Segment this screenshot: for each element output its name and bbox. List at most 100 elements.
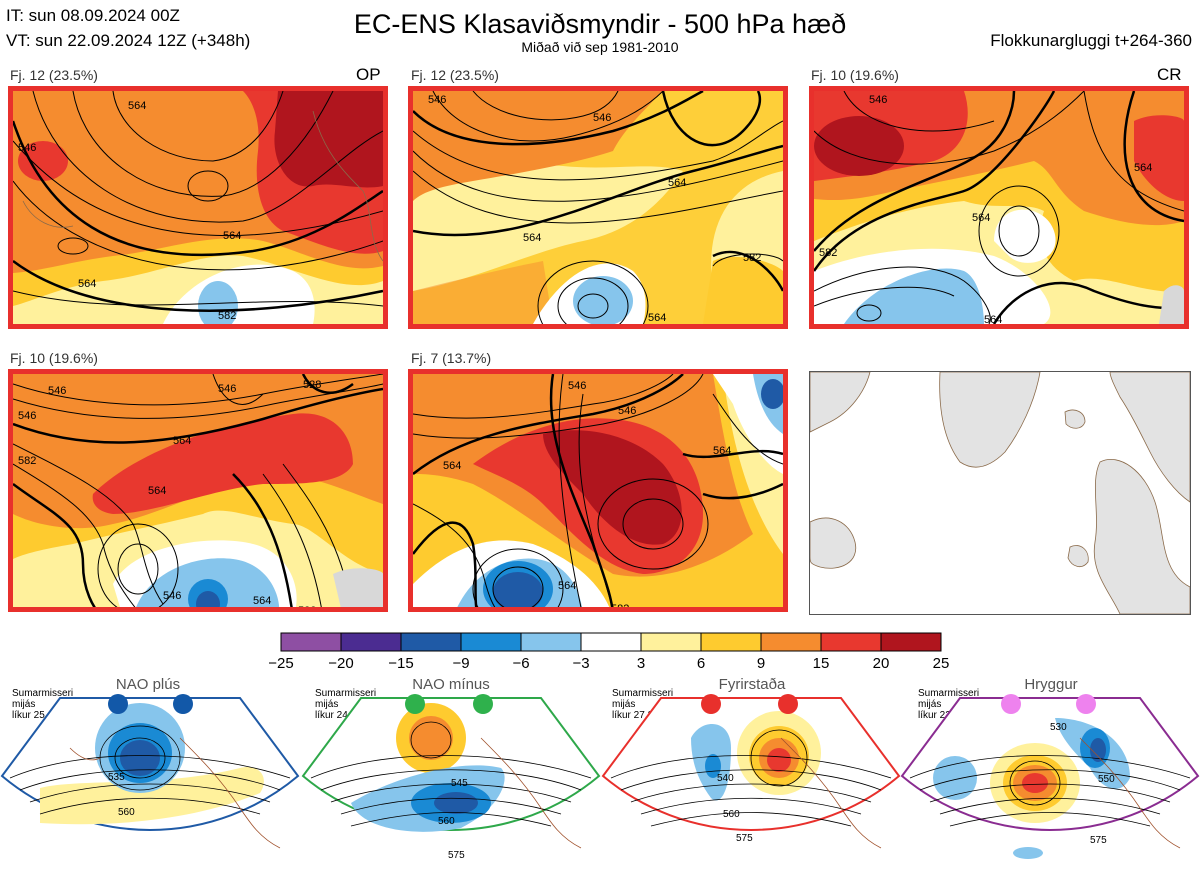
regime-summary-ridge: Sumarmisseri mijás líkur 22,9% [918,688,980,721]
colorbar-segment [820,632,882,652]
contour-label: 564 [713,445,731,457]
colorbar-segment [520,632,582,652]
colorbar-tick-label: 3 [636,655,646,672]
init-time: IT: sun 08.09.2024 00Z [6,6,180,25]
colorbar-segment [580,632,642,652]
colorbar-tick-label: 6 [696,655,706,672]
cluster-panel-5: 546 546 564 564 564 582 [408,369,788,612]
panel-2-label: Fj. 12 (23.5%) [411,67,499,83]
colorbar [280,632,942,652]
colorbar-segment [640,632,702,652]
regime-map-nao-minus: 545 560 575 [301,694,601,861]
contour-label: 535 [108,772,125,783]
contour-label: 582 [298,605,316,612]
contour-label: 546 [18,142,36,154]
colorbar-tick-label: 9 [756,655,766,672]
contour-label: 564 [173,435,191,447]
contour-label: 560 [118,807,135,818]
regime-title-ridge: Hryggur [1024,676,1078,693]
anomaly-map-2: 546 546 564 564 582 564 [413,91,783,324]
regime-dot [1001,694,1021,714]
classification-window: Flokkunargluggi t+264-360 [990,31,1192,50]
base-map-panel [809,371,1191,615]
contour-label: 560 [438,816,455,827]
contour-label: 546 [428,94,446,106]
colorbar-tick-label: −25 [268,655,294,672]
panel-4-label: Fj. 10 (19.6%) [10,350,98,366]
regime-dot [173,694,193,714]
regime-title-blocking: Fyrirstaða [718,676,786,693]
colorbar-tick-label: −20 [328,655,354,672]
contour-label: 564 [668,177,686,189]
colorbar-tick-label: 20 [872,655,890,672]
regime-title-nao-minus: NAO mínus [412,676,490,693]
contour-label: 582 [819,247,837,259]
contour-label: 564 [523,232,541,244]
base-map [810,372,1190,614]
colorbar-tick-label: −9 [452,655,470,672]
contour-label: 550 [1098,774,1115,785]
panel-3-label: Fj. 10 (19.6%) [811,67,899,83]
regime-dot [108,694,128,714]
regime-map-nao-plus: 535 560 [0,694,300,849]
contour-label: 564 [443,460,461,472]
contour-label: 546 [218,383,236,395]
page-subtitle: Miðað við sep 1981-2010 [521,39,679,55]
contour-label: 545 [451,778,468,789]
contour-label: 582 [743,252,761,264]
contour-label: 564 [223,230,241,242]
contour-label: 546 [593,112,611,124]
panel-3-tag: CR [1157,65,1182,84]
colorbar-segment [400,632,462,652]
contour-label: 546 [568,380,586,392]
contour-label: 528 [303,379,321,391]
contour-label: 546 [869,94,887,106]
anomaly-map-3: 546 564 564 582 564 [814,91,1184,324]
panel-1-tag: OP [356,65,381,84]
anomaly-map-5: 546 546 564 564 564 582 [413,374,783,612]
page-title: EC-ENS Klasaviðsmyndir - 500 hPa hæð [353,9,847,39]
panel-1-label: Fj. 12 (23.5%) [10,67,98,83]
contour-label: 560 [723,809,740,820]
contour-label: 530 [1050,722,1067,733]
contour-label: 564 [78,278,96,290]
contour-label: 546 [163,590,181,602]
cluster-panel-3: 546 564 564 582 564 [809,86,1189,329]
contour-label: 564 [1134,162,1152,174]
anomaly-map-1: 546 564 564 564 582 [13,91,383,324]
contour-label: 546 [18,410,36,422]
contour-label: 540 [717,773,734,784]
contour-label: 564 [253,595,271,607]
colorbar-segment [760,632,822,652]
contour-label: 582 [18,455,36,467]
regime-summary-nao-minus: Sumarmisseri mijás líkur 24,2% [315,688,377,721]
contour-label: 564 [984,314,1002,324]
anomaly-map-4: 546 546 546 528 564 564 582 546 564 582 [13,374,383,612]
contour-label: 582 [611,603,629,612]
colorbar-tick-label: 15 [812,655,830,672]
regime-summary-blocking: Sumarmisseri mijás líkur 27,3% [612,688,674,721]
colorbar-segment [880,632,942,652]
contour-label: 575 [1090,835,1107,846]
contour-label: 564 [972,212,990,224]
colorbar-segment [280,632,342,652]
regime-summary-nao-plus: Sumarmisseri mijás líkur 25,6% [12,688,74,721]
contour-label: 575 [448,850,465,861]
regime-map-ridge: 530 550 575 [900,694,1200,859]
colorbar-segment [700,632,762,652]
contour-label: 546 [48,385,66,397]
regime-dot [701,694,721,714]
regime-title-nao-plus: NAO plús [115,676,181,693]
valid-time: VT: sun 22.09.2024 12Z (+348h) [6,31,251,50]
colorbar-tick-label: −3 [572,655,590,672]
regime-dot [473,694,493,714]
cluster-panel-4: 546 546 546 528 564 564 582 546 564 582 [8,369,388,612]
contour-label: 575 [736,833,753,844]
colorbar-segment [460,632,522,652]
regime-map-blocking: 540 560 575 [601,694,901,849]
cluster-panel-2: 546 546 564 564 582 564 [408,86,788,329]
contour-label: 564 [558,580,576,592]
colorbar-tick-label: −6 [512,655,530,672]
contour-label: 582 [218,310,236,322]
cluster-panel-1: 546 564 564 564 582 [8,86,388,329]
